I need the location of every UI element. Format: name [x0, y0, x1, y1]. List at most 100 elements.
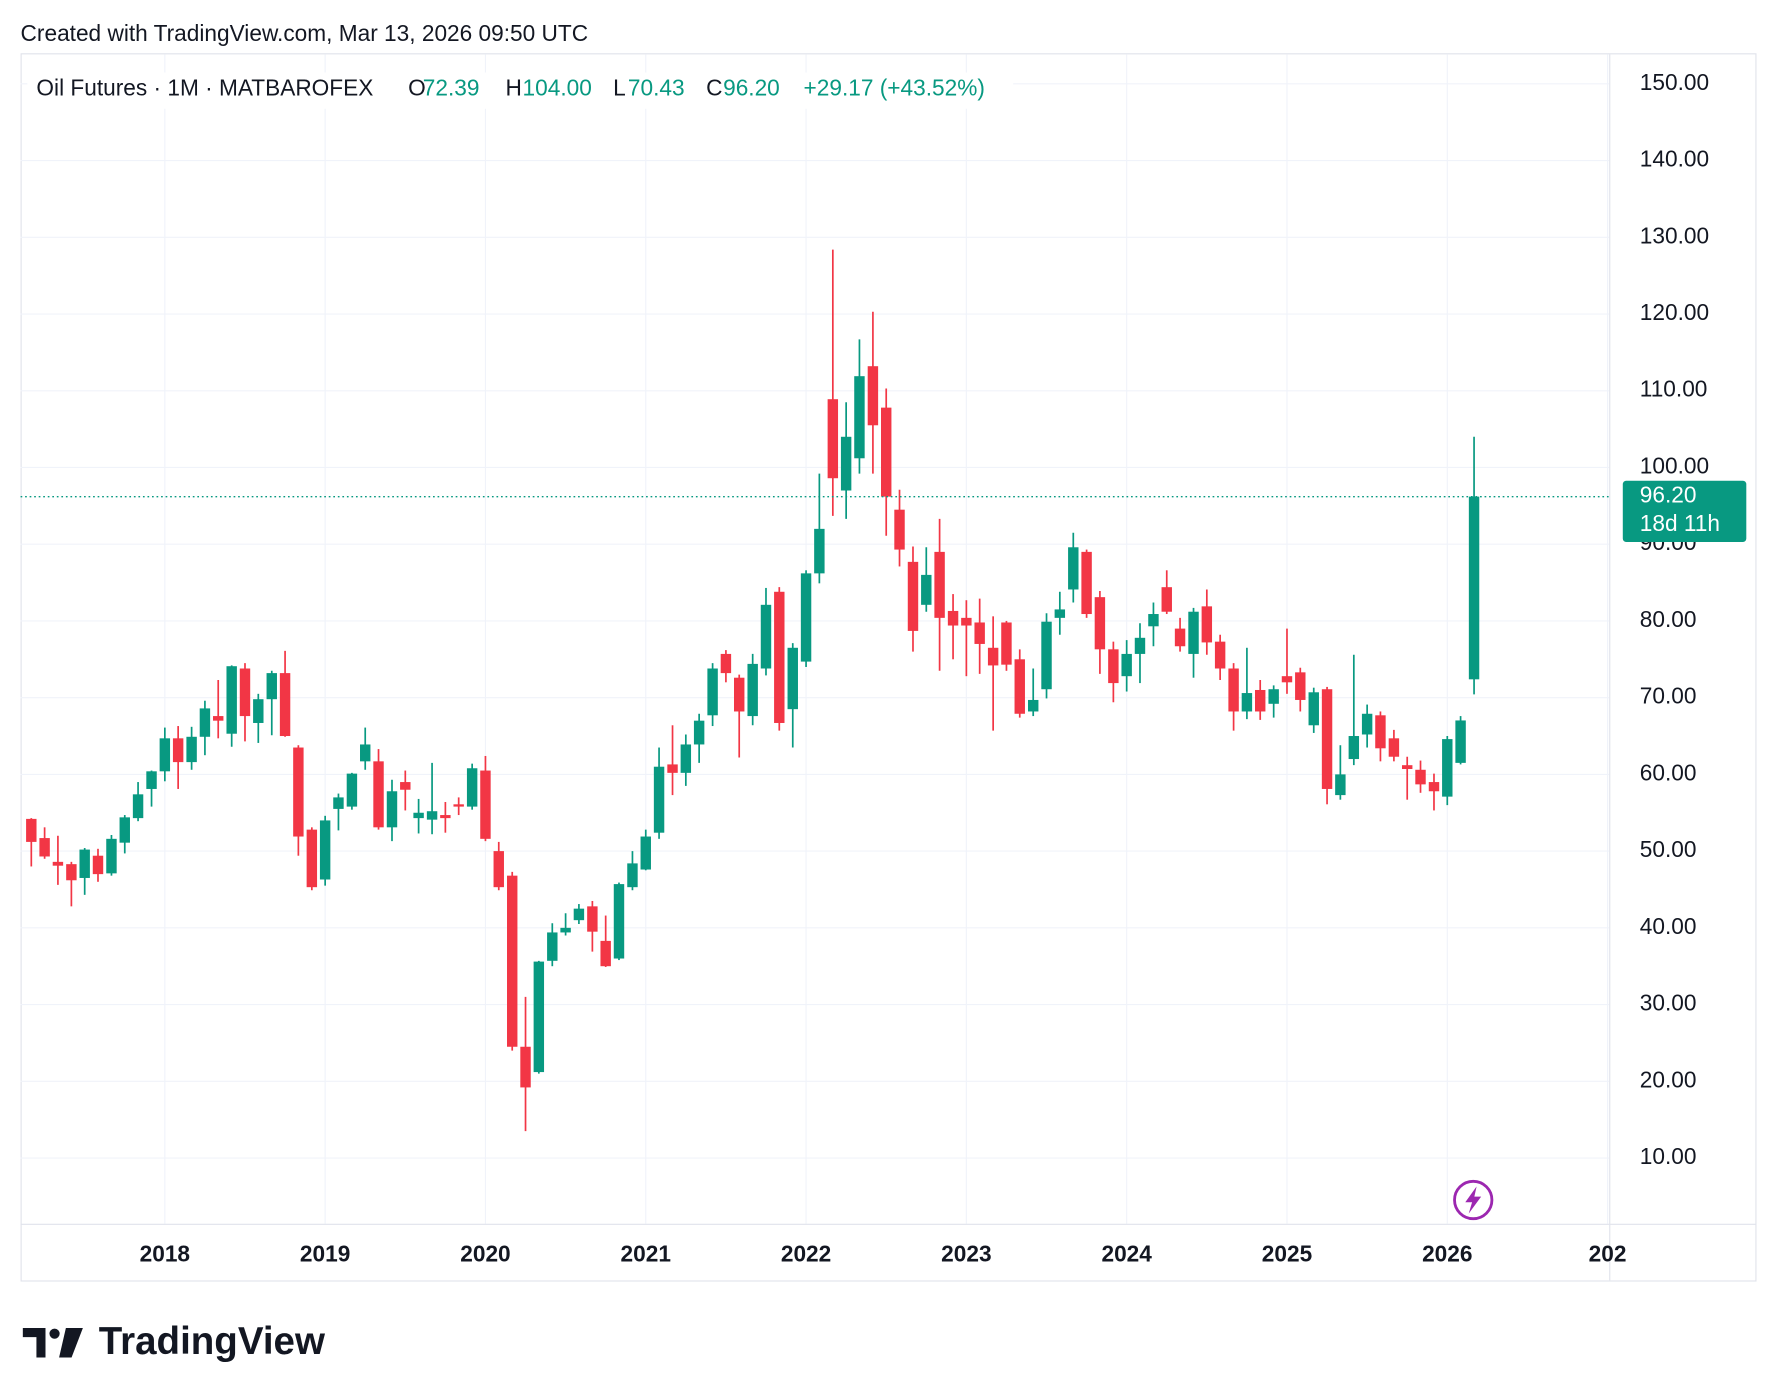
body [680, 744, 692, 773]
body [840, 436, 852, 491]
body [92, 855, 104, 875]
body [426, 811, 438, 820]
body [613, 884, 625, 959]
body [934, 551, 945, 618]
body [1241, 693, 1253, 712]
y-tick-label: 80.00 [1640, 606, 1697, 632]
x-tick-label: 2018 [140, 1240, 190, 1266]
body [507, 875, 518, 1047]
body [1214, 641, 1226, 669]
body [373, 761, 384, 828]
price-label: 96.20 [1640, 482, 1697, 508]
body [1308, 692, 1319, 726]
body [1254, 689, 1266, 712]
header-bg [27, 72, 1014, 109]
high-label: H [506, 75, 522, 101]
open-value: 72.39 [423, 75, 480, 101]
body [667, 764, 678, 773]
body [961, 617, 972, 626]
body [279, 673, 291, 737]
x-tick-label: 202 [1589, 1240, 1627, 1266]
body [560, 927, 571, 933]
body [1068, 547, 1079, 590]
body [734, 677, 745, 712]
body [1228, 668, 1239, 712]
body [1361, 713, 1373, 735]
body [1094, 597, 1106, 650]
body [693, 720, 705, 745]
body [720, 653, 732, 674]
body [533, 961, 545, 1073]
body [1054, 609, 1066, 618]
y-tick-label: 10.00 [1640, 1143, 1697, 1169]
y-tick-label: 50.00 [1640, 836, 1697, 862]
body [493, 851, 504, 888]
body [854, 376, 865, 459]
body [947, 610, 959, 626]
body [867, 366, 879, 426]
y-tick-label: 30.00 [1640, 990, 1697, 1016]
body [627, 863, 638, 888]
body [386, 791, 398, 828]
x-tick-label: 2022 [781, 1240, 831, 1266]
body [213, 716, 224, 721]
body [253, 699, 264, 723]
x-tick-label: 2020 [460, 1240, 510, 1266]
icon-bolt [1465, 1186, 1482, 1214]
body [547, 932, 558, 961]
body [573, 908, 585, 921]
body [814, 528, 825, 574]
body [600, 940, 611, 967]
body [440, 815, 451, 819]
created-caption: Created with TradingView.com, Mar 13, 20… [21, 20, 589, 46]
body [760, 604, 772, 669]
body [453, 804, 464, 807]
body [1442, 739, 1453, 797]
y-tick-label: 20.00 [1640, 1066, 1697, 1092]
body [1081, 551, 1092, 615]
x-tick-label: 2019 [300, 1240, 350, 1266]
y-tick-label: 40.00 [1640, 913, 1697, 939]
body [587, 906, 598, 932]
body [787, 647, 798, 710]
logo-slash [59, 1328, 83, 1358]
body [1174, 628, 1186, 647]
body [132, 794, 144, 819]
x-tick-label: 2025 [1262, 1240, 1312, 1266]
body [747, 663, 758, 717]
body [239, 668, 251, 717]
y-tick-label: 70.00 [1640, 683, 1697, 709]
body [1028, 699, 1039, 712]
body [306, 829, 318, 888]
body [333, 797, 344, 809]
body [1375, 715, 1386, 749]
body [172, 738, 184, 763]
body [226, 666, 237, 734]
y-tick-label: 120.00 [1640, 299, 1709, 325]
body [1268, 689, 1279, 704]
header: Oil Futures · 1M · MATBAROFEX O 72.39 H … [27, 72, 1014, 109]
body [974, 622, 985, 644]
body [1295, 672, 1306, 700]
body [413, 812, 424, 819]
body [827, 399, 839, 479]
body [1335, 774, 1346, 796]
body [1188, 611, 1199, 654]
y-tick-label: 100.00 [1640, 452, 1709, 478]
body [1281, 676, 1293, 683]
chart-frame [20, 53, 1757, 1282]
body [400, 782, 411, 790]
body [1468, 496, 1480, 680]
y-tick-label: 110.00 [1640, 376, 1708, 402]
lightning-icon[interactable] [1453, 1179, 1494, 1221]
body [480, 770, 491, 839]
body [881, 407, 892, 497]
body [1001, 622, 1012, 665]
x-tick-label: 2023 [941, 1240, 991, 1266]
body [199, 708, 211, 737]
y-tick-label: 60.00 [1640, 759, 1697, 785]
close-value: 96.20 [723, 75, 780, 101]
body [1348, 736, 1360, 760]
body [1041, 621, 1052, 690]
